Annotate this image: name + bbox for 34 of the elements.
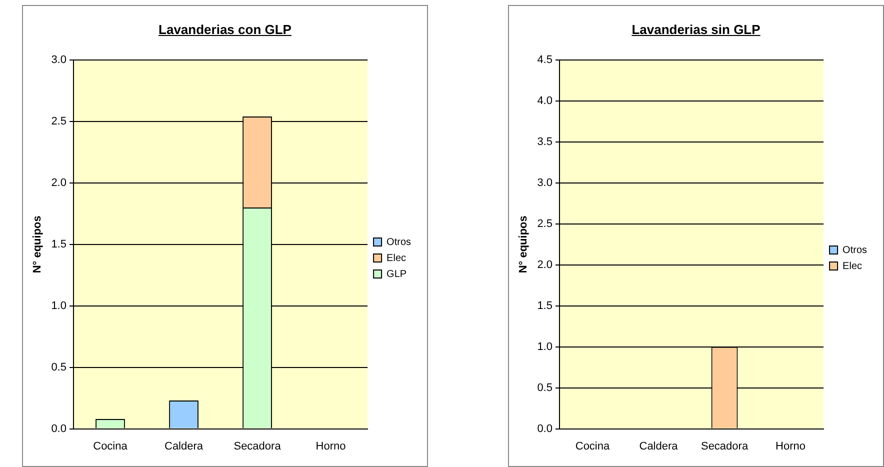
y-axis-title: N° equipos [518, 216, 530, 274]
legend-label: Elec [386, 252, 406, 264]
y-tick-label: 1.5 [51, 238, 66, 250]
x-tick-label: Horno [776, 440, 806, 452]
y-tick-label: 3.0 [51, 54, 66, 66]
x-tick-label: Secadora [234, 440, 282, 452]
x-tick-label: Cocina [93, 440, 128, 452]
legend-label: Elec [842, 260, 862, 272]
y-tick-label: 0.5 [51, 361, 66, 374]
x-tick-label: Caldera [164, 440, 204, 452]
chart-title: Lavanderias con GLP [158, 22, 292, 39]
y-tick-label: 0.0 [537, 422, 552, 435]
x-tick-label: Secadora [700, 440, 749, 452]
y-tick-label: 4.5 [537, 54, 552, 66]
legend-label: Otros [842, 244, 868, 256]
y-tick-label: 0.0 [51, 422, 66, 435]
y-axis-title: N° equipos [32, 216, 44, 274]
x-tick-label: Horno [316, 440, 346, 452]
y-tick-label: 3.0 [537, 176, 552, 189]
x-tick-label: Cocina [575, 440, 610, 452]
y-tick-label: 1.0 [537, 340, 552, 353]
legend-label: GLP [386, 268, 407, 280]
legend-label: Otros [386, 236, 412, 248]
y-tick-label: 3.5 [537, 136, 552, 148]
y-tick-label: 2.5 [51, 116, 66, 128]
y-tick-label: 1.0 [51, 300, 66, 312]
y-tick-label: 4.0 [537, 95, 552, 108]
y-tick-label: 0.5 [537, 382, 552, 394]
chart-title: Lavanderias sin GLP [630, 22, 762, 39]
y-tick-label: 2.0 [537, 258, 552, 271]
y-tick-label: 2.5 [537, 218, 552, 230]
x-tick-label: Caldera [639, 440, 679, 452]
y-tick-label: 1.5 [537, 300, 552, 312]
y-tick-label: 2.0 [51, 176, 66, 189]
